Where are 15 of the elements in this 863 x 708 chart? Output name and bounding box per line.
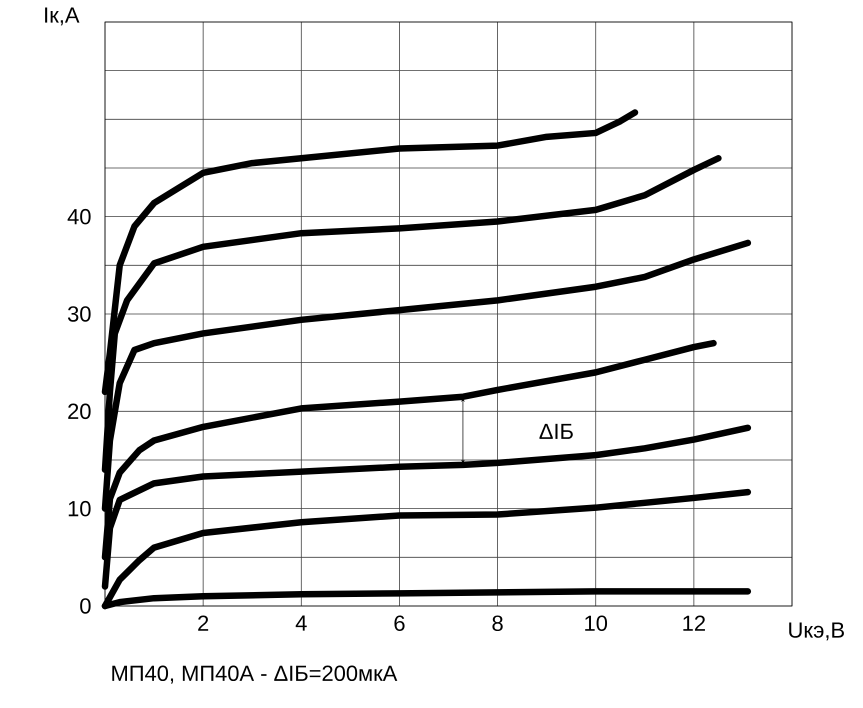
x-tick-label: 4 bbox=[296, 616, 307, 631]
text: МП40, МП40А - ΔIБ=200мкА bbox=[112, 666, 398, 684]
x-axis-title: Uкэ,В bbox=[789, 622, 844, 640]
y-tick-label: 20 bbox=[68, 404, 91, 420]
y-tick-label: 40 bbox=[68, 208, 91, 224]
y-tick-label: 0 bbox=[80, 598, 91, 614]
x-tick-label: 12 bbox=[683, 615, 705, 631]
x-tick-label: 2 bbox=[198, 615, 208, 631]
x-tick-label: 8 bbox=[492, 615, 503, 632]
y-tick-label: 30 bbox=[68, 306, 91, 322]
annotation: ΔIБ bbox=[539, 424, 573, 439]
x-tick-label: 10 bbox=[585, 615, 608, 632]
y-axis-title: Iк,А bbox=[45, 8, 80, 26]
x-tick-label: 6 bbox=[394, 615, 405, 632]
y-tick-label: 10 bbox=[68, 500, 91, 516]
